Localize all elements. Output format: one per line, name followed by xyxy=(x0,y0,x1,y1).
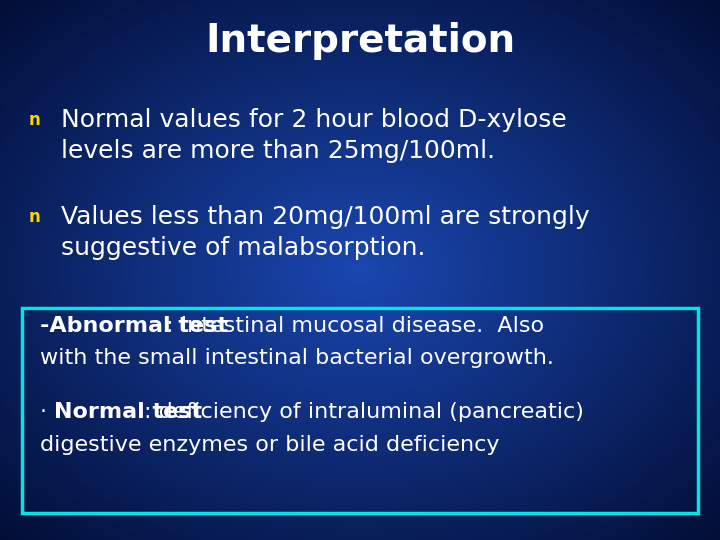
Text: n: n xyxy=(29,111,40,129)
Text: Values less than 20mg/100ml are strongly
suggestive of malabsorption.: Values less than 20mg/100ml are strongly… xyxy=(61,205,590,260)
Text: Normal values for 2 hour blood D-xylose
levels are more than 25mg/100ml.: Normal values for 2 hour blood D-xylose … xyxy=(61,108,567,163)
Text: Interpretation: Interpretation xyxy=(205,22,515,59)
Text: : deficiency of intraluminal (pancreatic): : deficiency of intraluminal (pancreatic… xyxy=(144,402,584,422)
Text: Normal test: Normal test xyxy=(54,402,202,422)
Bar xyxy=(22,308,698,513)
Text: digestive enzymes or bile acid deficiency: digestive enzymes or bile acid deficienc… xyxy=(40,435,499,455)
Text: -Abnormal test: -Abnormal test xyxy=(40,316,228,336)
Text: with the small intestinal bacterial overgrowth.: with the small intestinal bacterial over… xyxy=(40,348,554,368)
Text: n: n xyxy=(29,208,40,226)
Text: ·: · xyxy=(40,402,54,422)
Text: : Intestinal mucosal disease.  Also: : Intestinal mucosal disease. Also xyxy=(166,316,544,336)
